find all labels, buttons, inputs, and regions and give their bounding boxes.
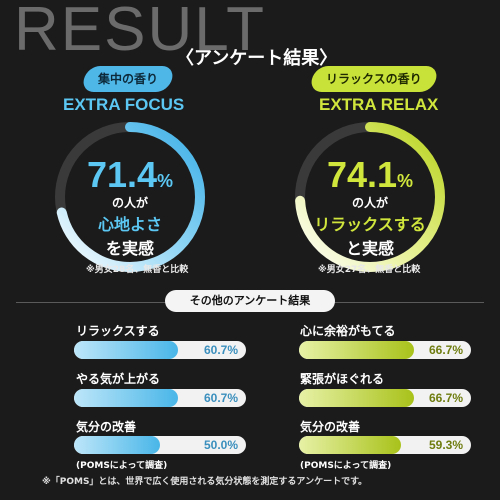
- bar-label-right-2: 緊張がほぐれる: [300, 372, 385, 386]
- relax-badge: リラックスの香り: [308, 66, 439, 92]
- bar-left-1: 60.7%: [74, 341, 246, 359]
- relax-ring: 74.1% の人が リラックスする と実感: [291, 118, 449, 276]
- bar-right-2: 66.7%: [299, 389, 471, 407]
- relax-ring-graphic: [295, 122, 445, 272]
- relax-ring-arc: [295, 122, 445, 272]
- other-results-title: その他のアンケート結果: [165, 290, 335, 312]
- relax-line1: の人が: [351, 196, 388, 210]
- relax-pct-sign: %: [397, 171, 414, 191]
- relax-badge-label: リラックスの香り: [326, 72, 422, 86]
- bar-label-left-3: 気分の改善: [76, 420, 137, 434]
- relax-line3: と実感: [345, 239, 394, 258]
- bar-value: 60.7%: [203, 343, 238, 357]
- focus-percentage: 71.4%: [51, 154, 209, 196]
- poms-note-left: (POMSによって調査): [76, 461, 168, 471]
- focus-badge: 集中の香り: [80, 66, 176, 92]
- focus-badge-label: 集中の香り: [98, 72, 159, 86]
- focus-line1: の人が: [111, 196, 148, 210]
- bar-fill: [299, 436, 401, 454]
- footnote: ※「POMS」とは、世界で広く使用される気分状態を測定するアンケートです。: [42, 477, 368, 487]
- bar-fill: [74, 389, 179, 407]
- bar-fill: [74, 341, 179, 359]
- focus-line3: を実感: [105, 239, 154, 258]
- focus-pct-number: 71.4: [86, 154, 158, 195]
- bar-value: 66.7%: [428, 391, 463, 405]
- bar-label-right-1: 心に余裕がもてる: [300, 324, 396, 338]
- extra-focus-label: EXTRA FOCUS: [63, 95, 185, 114]
- relax-pct-number: 74.1: [326, 154, 398, 195]
- bar-left-3: 50.0%: [74, 436, 246, 454]
- bar-value: 66.7%: [428, 343, 463, 357]
- bar-label-left-1: リラックスする: [76, 324, 160, 338]
- focus-note: ※男女28名、無香と比較: [86, 265, 189, 275]
- focus-ring-graphic: [55, 122, 205, 272]
- focus-ring: 71.4% の人が 心地よさ を実感: [51, 118, 209, 276]
- bar-label-right-3: 気分の改善: [300, 420, 361, 434]
- bar-value: 59.3%: [428, 438, 463, 452]
- extra-relax-label: EXTRA RELAX: [319, 95, 439, 114]
- bar-right-1: 66.7%: [299, 341, 471, 359]
- focus-line2: 心地よさ: [97, 215, 162, 234]
- survey-title: 〈アンケート結果〉: [176, 48, 338, 69]
- bar-right-3: 59.3%: [299, 436, 471, 454]
- bar-fill: [299, 389, 414, 407]
- bar-value: 60.7%: [203, 391, 238, 405]
- bar-label-left-2: やる気が上がる: [76, 372, 161, 386]
- relax-percentage: 74.1%: [291, 154, 449, 196]
- bar-fill: [74, 436, 160, 454]
- poms-note-right: (POMSによって調査): [300, 461, 392, 471]
- bar-left-2: 60.7%: [74, 389, 246, 407]
- focus-ring-arc: [55, 122, 205, 272]
- relax-line2: リラックスする: [314, 215, 426, 234]
- relax-note: ※男女27名、無香と比較: [318, 265, 421, 275]
- bar-value: 50.0%: [203, 438, 238, 452]
- focus-pct-sign: %: [157, 171, 174, 191]
- result-title: RESULT: [14, 0, 267, 64]
- bar-fill: [299, 341, 414, 359]
